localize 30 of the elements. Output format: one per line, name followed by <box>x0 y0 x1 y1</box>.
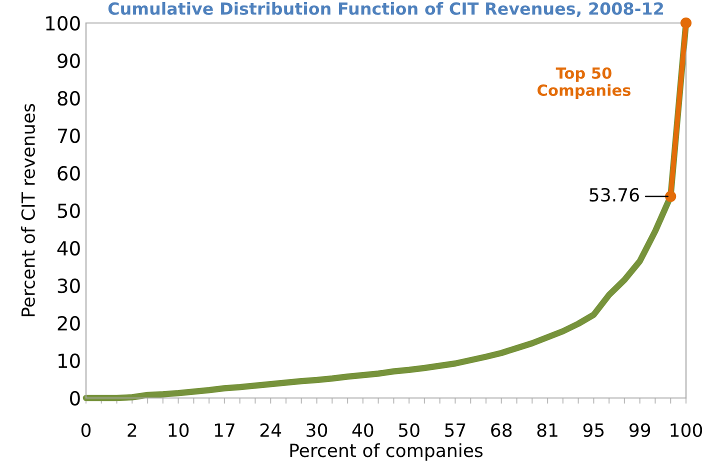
y-axis-title: Percent of CIT revenues <box>20 104 35 316</box>
y-tick-label: 80 <box>58 90 80 106</box>
y-tick-label: 0 <box>70 390 80 406</box>
x-tick-label: 50 <box>398 423 420 437</box>
y-tick-label: 90 <box>58 53 80 68</box>
data-label: 53.76 <box>590 188 639 202</box>
x-tick-label: 10 <box>168 423 189 437</box>
y-tick-label: 70 <box>58 128 80 144</box>
x-tick-label: 24 <box>260 423 282 437</box>
y-tick-label: 40 <box>57 240 80 256</box>
x-tick-label: 2 <box>128 423 136 437</box>
y-tick-label: 100 <box>46 16 80 31</box>
x-tick-label: 0 <box>81 423 91 437</box>
x-tick-label: 95 <box>583 423 604 437</box>
x-tick-label: 40 <box>352 423 374 437</box>
y-tick-label: 10 <box>58 353 80 368</box>
x-tick-label: 99 <box>629 423 650 437</box>
x-tick-label: 17 <box>214 424 234 437</box>
y-tick-label: 20 <box>58 316 80 331</box>
y-tick-label: 50 <box>58 203 80 218</box>
y-tick-label: 30 <box>58 278 80 294</box>
y-tick-label: 60 <box>58 166 80 181</box>
x-tick-label: 57 <box>445 424 466 437</box>
x-tick-label: 30 <box>306 423 328 437</box>
x-tick-label: 68 <box>491 423 512 437</box>
chart-title: Cumulative Distribution Function of CIT Revenues, 2008-12 <box>108 2 663 18</box>
x-tick-label: 81 <box>537 423 558 437</box>
x-tick-label: 100 <box>670 423 702 437</box>
x-axis-title: Percent of companies <box>290 443 483 461</box>
annotation: Top 50 Companies <box>538 67 630 99</box>
